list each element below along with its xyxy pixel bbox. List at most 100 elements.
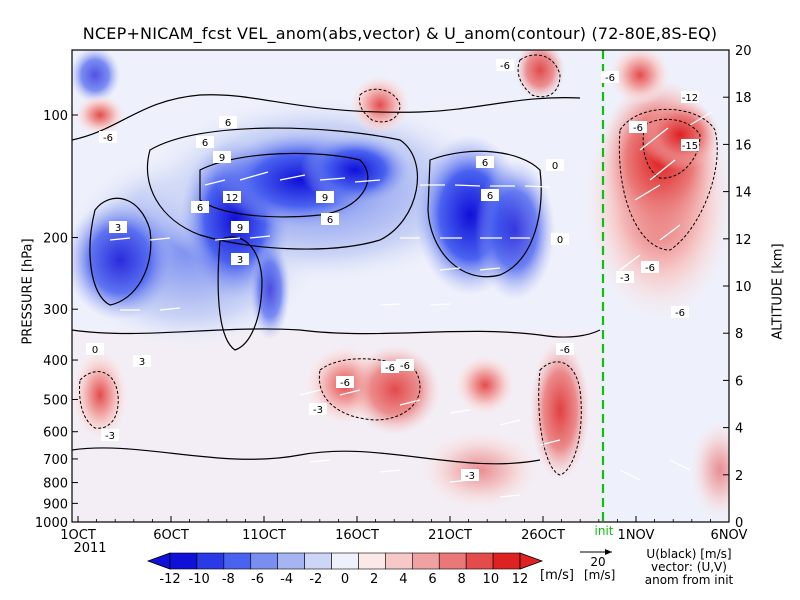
colorbar-tick-label: -4 bbox=[280, 572, 293, 587]
colorbar-tick-label: -10 bbox=[189, 572, 210, 587]
contour-label-bg bbox=[681, 91, 699, 103]
pressure-tick-label: 300 bbox=[43, 303, 68, 318]
pressure-tick-label: 700 bbox=[43, 453, 68, 468]
colorbar-tick-label: -6 bbox=[251, 572, 264, 587]
colorbar-tick-label: -2 bbox=[309, 572, 322, 587]
legend-line-2: vector: (U,V) bbox=[651, 560, 727, 574]
contour-label: 0 bbox=[92, 345, 98, 356]
contour-label: 3 bbox=[139, 357, 145, 368]
vector-reference-value: 20 bbox=[590, 555, 606, 569]
contour-label: 9 bbox=[219, 153, 225, 164]
contour-label: -6 bbox=[500, 61, 510, 72]
colorbar-tick-label: 12 bbox=[512, 572, 529, 587]
colorbar-max-arrow bbox=[519, 552, 544, 570]
contour-label: -6 bbox=[385, 363, 395, 374]
contour-label-bg bbox=[481, 189, 499, 201]
anomaly-field bbox=[72, 50, 729, 522]
x-tick-label: 21OCT bbox=[428, 528, 472, 543]
contour-label: 3 bbox=[237, 255, 243, 266]
colorbar-swatch bbox=[277, 552, 305, 570]
colorbar-swatch bbox=[438, 552, 467, 570]
x-tick-label: 1NOV bbox=[618, 528, 655, 543]
contour-label: -3 bbox=[620, 273, 630, 284]
legend-line-1: U(black) [m/s] bbox=[646, 547, 732, 561]
contour-label: -3 bbox=[105, 431, 115, 442]
contour-label: 6 bbox=[487, 191, 493, 202]
colorbar-tick-label: 6 bbox=[428, 572, 436, 587]
pressure-tick-label: 800 bbox=[43, 477, 68, 492]
left-axis-label: PRESSURE [hPa] bbox=[20, 238, 36, 345]
contour-label-bg bbox=[396, 359, 414, 371]
contour-label-bg bbox=[223, 191, 241, 203]
reference-vector-head bbox=[605, 549, 612, 555]
colorbar-swatch bbox=[196, 552, 225, 570]
colorbar-swatch bbox=[492, 552, 521, 570]
contour-label-bg bbox=[101, 429, 119, 441]
vector-reference-label: 20 [m/s] bbox=[584, 555, 616, 582]
x-tick-label: 16OCT bbox=[335, 528, 379, 543]
colorbar-swatch bbox=[385, 552, 413, 570]
contour-label: -3 bbox=[465, 471, 475, 482]
contour-label-bg bbox=[133, 355, 151, 367]
contour-label: 3 bbox=[115, 223, 121, 234]
x-year-label: 2011 bbox=[73, 541, 106, 556]
contour-label: 0 bbox=[552, 161, 558, 172]
pressure-tick-label: 200 bbox=[43, 232, 68, 247]
colorbar-swatch bbox=[169, 552, 198, 570]
colorbar-tick-label: -12 bbox=[159, 572, 180, 587]
chart-title: NCEP+NICAM_fcst VEL_anom(abs,vector) & U… bbox=[82, 24, 718, 43]
contour-label-bg bbox=[546, 159, 564, 171]
contour-label: 9 bbox=[237, 223, 243, 234]
contour-label-bg bbox=[556, 343, 574, 355]
altitude-tick-label: 8 bbox=[735, 327, 743, 342]
pressure-tick-label: 400 bbox=[43, 354, 68, 369]
pressure-tick-label: 600 bbox=[43, 426, 68, 441]
colorbar-swatch bbox=[412, 552, 440, 570]
contour-label: -6 bbox=[633, 123, 643, 134]
colorbar-units: [m/s] bbox=[540, 568, 574, 583]
contour-label-bg bbox=[496, 59, 514, 71]
contour-label: 6 bbox=[225, 118, 231, 129]
legend-line-3: anom from init bbox=[644, 573, 734, 587]
right-axis-label: ALTITUDE [km] bbox=[770, 243, 786, 340]
contour-label-bg bbox=[191, 201, 209, 213]
contour-label: 6 bbox=[327, 215, 333, 226]
contour-label: 6 bbox=[482, 158, 488, 169]
contour-label-bg bbox=[476, 156, 494, 168]
contour-label: -6 bbox=[605, 73, 615, 84]
contour-label: -6 bbox=[400, 361, 410, 372]
altitude-tick-label: 10 bbox=[735, 280, 752, 295]
legend-note: U(black) [m/s] vector: (U,V) anom from i… bbox=[624, 548, 754, 587]
colorbar: -12 -10 -8 -6 -4 -2 0 2 4 6 8 10 12 bbox=[146, 552, 544, 587]
contour-label-bg bbox=[551, 233, 569, 245]
contour-label-bg bbox=[681, 139, 699, 151]
x-tick-label: 11OCT bbox=[242, 528, 286, 543]
colorbar-swatch bbox=[223, 552, 252, 570]
pressure-tick-label: 1000 bbox=[35, 516, 68, 531]
contour-label-bg bbox=[616, 271, 634, 283]
contour-label: -6 bbox=[645, 263, 655, 274]
contour-label: -15 bbox=[682, 141, 698, 152]
init-label: init bbox=[595, 524, 614, 538]
vector-reference-units: [m/s] bbox=[584, 568, 616, 582]
altitude-tick-label: 4 bbox=[735, 422, 743, 437]
contour-label: -12 bbox=[682, 93, 698, 104]
colorbar-tick-label: -8 bbox=[222, 572, 235, 587]
altitude-tick-label: 20 bbox=[735, 44, 752, 59]
altitude-tick-label: 6 bbox=[735, 374, 743, 389]
altitude-tick-label: 14 bbox=[735, 186, 752, 201]
altitude-tick-label: 16 bbox=[735, 138, 752, 153]
x-tick-label: 1OCT bbox=[60, 528, 96, 543]
colorbar-tick-label: 10 bbox=[483, 572, 500, 587]
contour-label-bg bbox=[641, 261, 659, 273]
colorbar-min-arrow bbox=[146, 552, 171, 570]
contour-label: -6 bbox=[560, 345, 570, 356]
pressure-tick-label: 500 bbox=[43, 393, 68, 408]
x-tick-label: 6NOV bbox=[711, 528, 748, 543]
pressure-tick-label: 100 bbox=[43, 109, 68, 124]
axes: 1OCT 6OCT 11OCT 16OCT 21OCT 26OCT 1NOV 6NOV 2011… bbox=[35, 44, 752, 556]
contour-label-bg bbox=[99, 131, 117, 143]
altitude-tick-label: 2 bbox=[735, 469, 743, 484]
contour-label-bg bbox=[196, 136, 214, 148]
